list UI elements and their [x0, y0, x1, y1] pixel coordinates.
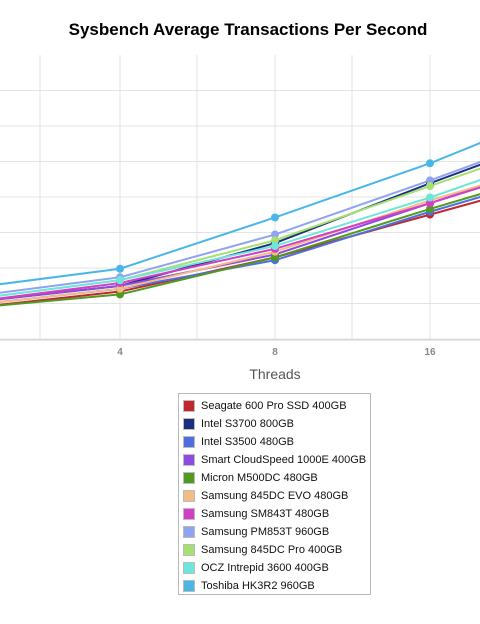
legend-label: Samsung PM853T 960GB — [201, 526, 330, 538]
legend-swatch — [183, 580, 195, 592]
legend-item: Samsung 845DC EVO 480GB — [179, 487, 370, 505]
legend-swatch — [183, 454, 195, 466]
x-tick-label: 4 — [117, 347, 123, 358]
legend-label: Smart CloudSpeed 1000E 400GB — [201, 454, 367, 466]
data-point — [426, 176, 434, 185]
legend-item: Samsung 845DC Pro 400GB — [179, 541, 370, 559]
data-point — [426, 204, 434, 213]
x-axis-label: Threads — [249, 366, 300, 382]
legend-swatch — [183, 526, 195, 538]
legend-item: Smart CloudSpeed 1000E 400GB — [179, 451, 370, 469]
legend-swatch — [183, 436, 195, 448]
data-point — [271, 213, 279, 222]
legend-item: Samsung PM853T 960GB — [179, 523, 370, 541]
series-points — [116, 159, 434, 299]
data-point — [271, 241, 279, 250]
legend-label: Samsung 845DC Pro 400GB — [201, 544, 343, 556]
legend-label: Samsung 845DC EVO 480GB — [201, 490, 349, 502]
legend-label: Samsung SM843T 480GB — [201, 508, 330, 520]
series-line — [0, 163, 480, 301]
data-point — [116, 290, 124, 299]
data-point — [271, 236, 279, 245]
legend-item: Seagate 600 Pro SSD 400GB — [179, 397, 370, 415]
data-point — [116, 264, 124, 273]
legend-item: Intel S3500 480GB — [179, 433, 370, 451]
legend-label: Intel S3500 480GB — [201, 436, 294, 448]
data-point — [426, 182, 434, 191]
series-line — [0, 178, 480, 297]
legend-label: Micron M500DC 480GB — [201, 472, 318, 484]
data-point — [271, 230, 279, 239]
series-line — [0, 185, 480, 301]
legend-label: Intel S3700 800GB — [201, 418, 294, 430]
data-point — [116, 284, 124, 293]
x-tick-labels: 4 8 16 — [117, 347, 436, 358]
data-point — [271, 253, 279, 262]
legend-swatch — [183, 400, 195, 412]
legend-item: Intel S3700 800GB — [179, 415, 370, 433]
legend: Seagate 600 Pro SSD 400GB Intel S3700 800… — [178, 393, 371, 595]
legend-swatch — [183, 418, 195, 430]
x-tick-label: 16 — [424, 347, 436, 358]
legend-swatch — [183, 490, 195, 502]
legend-swatch — [183, 508, 195, 520]
legend-item: Micron M500DC 480GB — [179, 469, 370, 487]
legend-swatch — [183, 472, 195, 484]
legend-item: Toshiba HK3R2 960GB — [179, 577, 370, 595]
legend-label: Toshiba HK3R2 960GB — [201, 580, 315, 592]
legend-item: OCZ Intrepid 3600 400GB — [179, 559, 370, 577]
data-point — [426, 159, 434, 168]
data-point — [426, 193, 434, 202]
legend-swatch — [183, 562, 195, 574]
legend-label: OCZ Intrepid 3600 400GB — [201, 562, 329, 574]
x-tick-label: 8 — [272, 347, 278, 358]
chart-title: Sysbench Average Transactions Per Second — [69, 20, 428, 39]
data-point — [116, 276, 124, 285]
legend-swatch — [183, 544, 195, 556]
series-lines — [0, 141, 480, 307]
legend-label: Seagate 600 Pro SSD 400GB — [201, 400, 347, 412]
legend-item: Samsung SM843T 480GB — [179, 505, 370, 523]
data-point — [426, 199, 434, 208]
